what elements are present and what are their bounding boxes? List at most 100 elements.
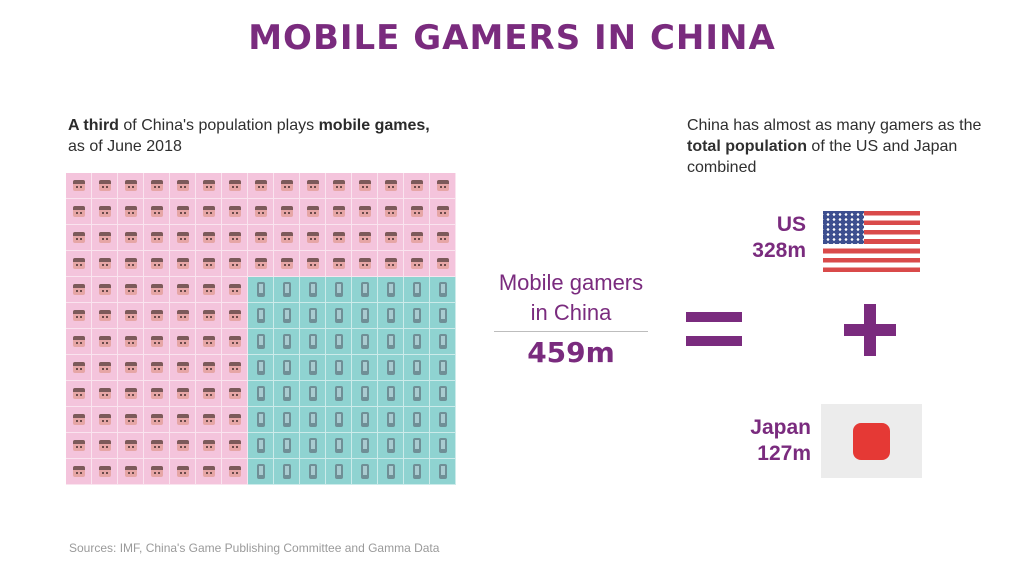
person-face-icon <box>281 232 293 243</box>
person-face-icon <box>125 284 137 295</box>
waffle-cell-gamer <box>352 459 378 485</box>
waffle-cell-gamer <box>300 329 326 355</box>
waffle-cell-gamer <box>378 459 404 485</box>
person-face-icon <box>281 258 293 269</box>
waffle-cell-gamer <box>378 433 404 459</box>
person-face-icon <box>99 232 111 243</box>
mobile-phone-icon <box>361 360 369 375</box>
waffle-cell-population <box>274 251 300 277</box>
waffle-cell-population <box>144 355 170 381</box>
mobile-phone-icon <box>309 334 317 349</box>
us-flag-icon <box>823 211 920 272</box>
person-face-icon <box>73 310 85 321</box>
person-face-icon <box>125 310 137 321</box>
waffle-cell-gamer <box>326 303 352 329</box>
person-face-icon <box>281 206 293 217</box>
mobile-phone-icon <box>413 438 421 453</box>
mobile-phone-icon <box>309 438 317 453</box>
waffle-cell-population <box>92 381 118 407</box>
waffle-cell-population <box>92 251 118 277</box>
mobile-phone-icon <box>257 360 265 375</box>
center-label-line1: Mobile gamers <box>498 270 644 295</box>
waffle-cell-population <box>118 381 144 407</box>
person-face-icon <box>99 440 111 451</box>
waffle-cell-gamer <box>352 303 378 329</box>
waffle-cell-population <box>196 225 222 251</box>
waffle-cell-gamer <box>352 381 378 407</box>
person-face-icon <box>151 440 163 451</box>
person-face-icon <box>281 180 293 191</box>
person-face-icon <box>151 310 163 321</box>
mobile-phone-icon <box>361 386 369 401</box>
center-label-line2: in China <box>530 300 612 325</box>
waffle-grid <box>66 173 456 485</box>
person-face-icon <box>73 362 85 373</box>
waffle-cell-population <box>92 225 118 251</box>
waffle-cell-gamer <box>300 381 326 407</box>
person-face-icon <box>73 414 85 425</box>
waffle-cell-gamer <box>248 277 274 303</box>
mobile-phone-icon <box>283 464 291 479</box>
person-face-icon <box>229 180 241 191</box>
waffle-cell-population <box>144 433 170 459</box>
person-face-icon <box>437 206 449 217</box>
waffle-cell-population <box>144 303 170 329</box>
mobile-phone-icon <box>309 386 317 401</box>
mobile-phone-icon <box>335 386 343 401</box>
waffle-cell-population <box>222 355 248 381</box>
person-face-icon <box>229 206 241 217</box>
waffle-cell-gamer <box>300 459 326 485</box>
us-name: US <box>776 213 806 236</box>
japan-value: 127m <box>757 442 811 465</box>
waffle-cell-gamer <box>248 407 274 433</box>
waffle-cell-population <box>274 225 300 251</box>
waffle-cell-population <box>118 199 144 225</box>
mobile-phone-icon <box>309 282 317 297</box>
waffle-cell-population <box>196 459 222 485</box>
mobile-phone-icon <box>309 412 317 427</box>
person-face-icon <box>203 388 215 399</box>
mobile-phone-icon <box>387 282 395 297</box>
person-face-icon <box>229 310 241 321</box>
us-value: 328m <box>752 239 806 262</box>
waffle-cell-population <box>300 251 326 277</box>
waffle-cell-population <box>118 225 144 251</box>
waffle-cell-gamer <box>430 277 456 303</box>
mobile-phone-icon <box>387 360 395 375</box>
waffle-cell-gamer <box>300 407 326 433</box>
waffle-cell-gamer <box>430 355 456 381</box>
waffle-cell-population <box>196 173 222 199</box>
waffle-cell-population <box>170 381 196 407</box>
mobile-phone-icon <box>335 334 343 349</box>
mobile-phone-icon <box>309 360 317 375</box>
mobile-phone-icon <box>361 282 369 297</box>
person-face-icon <box>307 180 319 191</box>
person-face-icon <box>177 284 189 295</box>
waffle-cell-population <box>144 277 170 303</box>
mobile-phone-icon <box>413 360 421 375</box>
japan-flag-sun <box>853 423 890 460</box>
caption-emphasis-third: A third <box>68 117 119 134</box>
waffle-cell-population <box>196 303 222 329</box>
person-face-icon <box>229 232 241 243</box>
mobile-phone-icon <box>283 386 291 401</box>
waffle-cell-gamer <box>378 407 404 433</box>
person-face-icon <box>151 336 163 347</box>
person-face-icon <box>203 362 215 373</box>
waffle-cell-gamer <box>404 355 430 381</box>
waffle-cell-population <box>66 199 92 225</box>
person-face-icon <box>359 232 371 243</box>
mobile-phone-icon <box>439 334 447 349</box>
us-flag-canton <box>823 211 864 244</box>
waffle-cell-population <box>196 251 222 277</box>
person-face-icon <box>99 414 111 425</box>
mobile-phone-icon <box>257 308 265 323</box>
waffle-cell-population <box>352 199 378 225</box>
mobile-phone-icon <box>439 282 447 297</box>
waffle-cell-gamer <box>248 381 274 407</box>
waffle-cell-population <box>144 199 170 225</box>
waffle-cell-gamer <box>326 355 352 381</box>
waffle-cell-population <box>274 199 300 225</box>
center-label: Mobile gamers in China <box>494 268 648 328</box>
person-face-icon <box>99 336 111 347</box>
